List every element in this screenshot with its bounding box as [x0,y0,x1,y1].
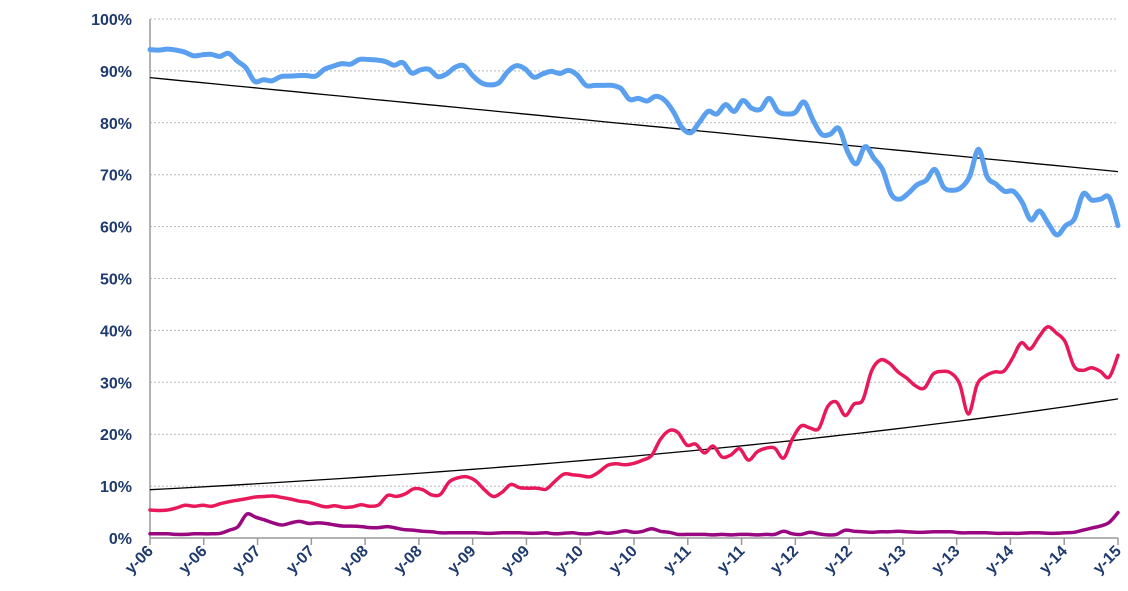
axes [149,19,1119,545]
trendlines [149,76,1119,491]
trendline-exponential [149,398,1119,491]
x-tick-label: y-09 [499,543,534,578]
series-line-1 [147,46,1121,238]
x-tick-label: y-10 [552,543,587,578]
x-tick-label: y-13 [875,543,910,578]
y-tick-label: 90% [100,64,132,81]
y-tick-label: 10% [100,479,132,496]
x-tick-label: y-11 [714,543,748,577]
y-axis-tick-labels: 0% 10% 20% 30% 40% 50% 60% 70% 80% 90% 100% [91,12,132,548]
x-tick-label: y-14 [983,543,1018,578]
y-tick-label: 40% [100,323,132,340]
x-axis-tick-labels: y-06 y-06 y-07 y-07 y-08 y-08 y-09 y-09 y-10 y-10… [122,543,1125,578]
x-tick-label: y-11 [661,543,695,577]
y-tick-label: 20% [100,427,132,444]
y-tick-label: 60% [100,220,132,237]
y-tick-label: 50% [100,272,132,289]
x-tick-label: y-13 [929,543,964,578]
x-tick-label: y-12 [821,543,856,578]
data-series [147,46,1121,537]
series-line-2 [148,325,1120,513]
x-tick-label: y-15 [1090,543,1125,578]
y-tick-label: 70% [100,168,132,185]
x-tick-label: y-14 [1036,543,1071,578]
series-line-3 [148,510,1120,537]
y-tick-label: 80% [100,116,132,133]
trendline-linear [149,76,1119,173]
x-tick-label: y-08 [337,543,372,578]
x-tick-label: y-09 [445,543,480,578]
x-tick-label: y-07 [283,543,318,578]
y-tick-label: 30% [100,375,132,392]
y-tick-label: 0% [109,531,132,548]
x-tick-label: y-12 [767,543,802,578]
x-tick-label: y-07 [230,543,265,578]
x-tick-label: y-10 [606,543,641,578]
grid-lines [150,18,1118,487]
x-tick-label: y-08 [391,543,426,578]
x-tick-label: y-06 [176,543,211,578]
y-tick-label: 100% [91,12,132,29]
